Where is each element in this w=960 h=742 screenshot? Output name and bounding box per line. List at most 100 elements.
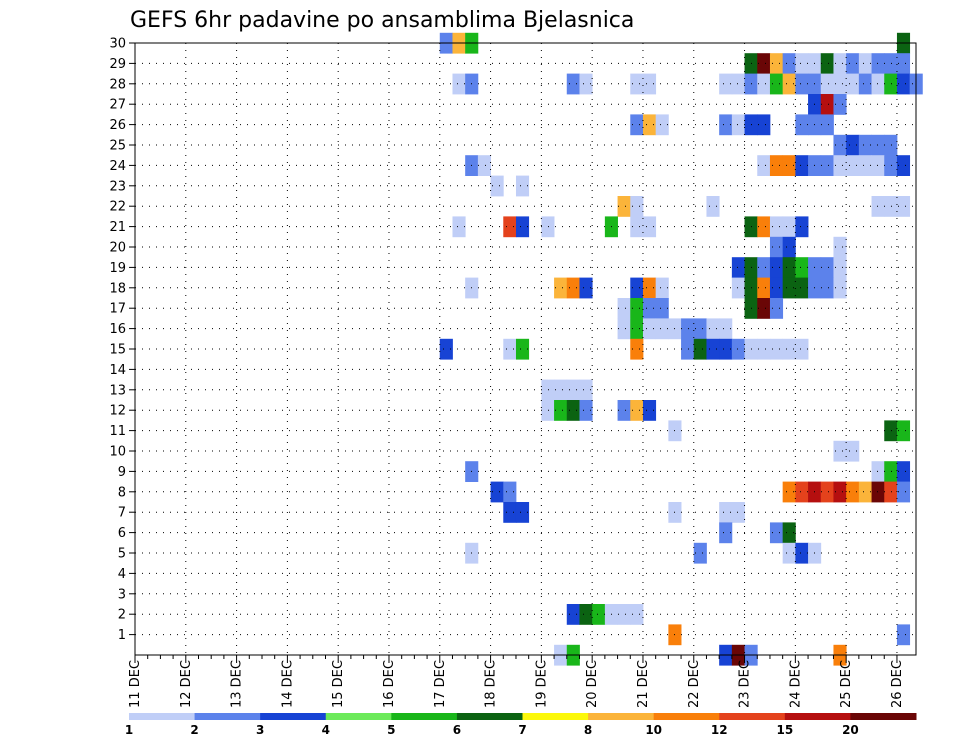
precip-cell [833,94,847,115]
precip-cell [795,216,809,238]
precip-cell [833,155,847,176]
precip-cell [541,400,555,421]
precip-cell [833,73,847,95]
precip-cell [706,318,720,340]
y-tick-label: 29 [109,57,126,72]
legend-swatch [784,713,851,720]
precip-cell [490,175,504,197]
precip-cell [782,338,796,360]
precip-cell [579,73,593,95]
y-tick-label: 13 [109,383,126,398]
color-legend: 1 2 3 4 5 6 7 8 10 12 15 20 [125,713,917,737]
precip-cell [655,277,669,299]
y-axis: 1234567891011121314151617181920212223242… [109,37,135,643]
precip-cell [554,379,568,401]
precip-cell [515,175,530,197]
precip-cell [871,134,885,156]
y-tick-label: 10 [109,445,126,460]
precip-cell [655,318,669,340]
precip-cell [871,53,885,74]
y-tick-label: 15 [109,343,126,358]
y-tick-label: 28 [109,77,126,92]
legend-swatch [653,713,720,720]
precip-cell [719,338,733,360]
x-tick-label: 16 DEC [382,660,397,708]
precip-cell [566,73,580,95]
precip-cell [782,155,796,176]
precip-cell [820,53,834,74]
legend-label: 20 [842,723,859,737]
y-tick-label: 24 [109,159,126,174]
precip-cell [630,318,644,340]
precip-cell [630,298,644,319]
precip-cell [769,522,784,544]
legend-swatch [456,713,523,720]
legend-label: 10 [645,723,662,737]
precip-cell [884,196,898,217]
precip-cell [769,53,784,74]
precip-cell [706,338,720,360]
precip-cell [693,542,707,564]
precip-cell [642,73,657,95]
y-tick-label: 21 [109,220,126,235]
precip-cell [782,257,796,278]
legend-label: 8 [584,723,592,737]
precip-cell [896,461,911,482]
precip-cell [884,73,898,95]
precip-cell [452,216,466,238]
x-tick-label: 18 DEC [484,660,499,708]
precip-cell [769,257,784,278]
precip-cell [642,400,657,421]
precip-cell [871,196,885,217]
precip-cell [630,277,644,299]
y-tick-label: 27 [109,98,126,113]
y-tick-label: 4 [118,567,126,582]
precip-cell [871,73,885,95]
legend-swatch [325,713,392,720]
precip-cell [782,522,796,544]
x-tick-label: 20 DEC [585,660,600,708]
precip-cell [833,277,847,299]
precip-cell [795,338,809,360]
precip-cell [757,216,771,238]
precip-cell [833,440,847,462]
y-tick-label: 11 [109,424,126,439]
legend-label: 3 [256,723,264,737]
y-tick-label: 16 [109,322,126,337]
legend-label: 1 [125,723,133,737]
precip-cell [795,155,809,176]
precip-cell [731,257,745,278]
precip-cell [731,277,745,299]
precip-cell [515,216,530,238]
precip-cell [719,318,733,340]
precip-cell [846,134,860,156]
precip-cell [846,481,860,503]
precip-cell [884,461,898,482]
x-tick-label: 14 DEC [280,660,295,708]
precip-cell [503,338,517,360]
legend-swatch [260,713,327,720]
x-tick-label: 25 DEC [839,660,854,708]
precip-cell [630,400,644,421]
precip-cell [617,318,631,340]
precip-cell [617,604,631,625]
y-tick-label: 23 [109,179,126,194]
legend-label: 4 [322,723,330,737]
precip-cell [630,196,644,217]
y-tick-label: 2 [118,608,126,623]
precip-cell [858,134,872,156]
precip-cell [820,114,834,136]
y-tick-label: 17 [109,302,126,317]
precip-cell [617,400,631,421]
precip-cell [833,53,847,74]
precip-cell [884,481,898,503]
precip-cell [782,236,796,258]
precip-cell [769,298,784,319]
x-tick-label: 19 DEC [534,660,549,708]
precip-cell [769,236,784,258]
precip-cell [592,604,606,625]
y-tick-label: 22 [109,200,126,215]
precip-cell [871,155,885,176]
precip-cell [820,481,834,503]
precip-cell [833,481,847,503]
